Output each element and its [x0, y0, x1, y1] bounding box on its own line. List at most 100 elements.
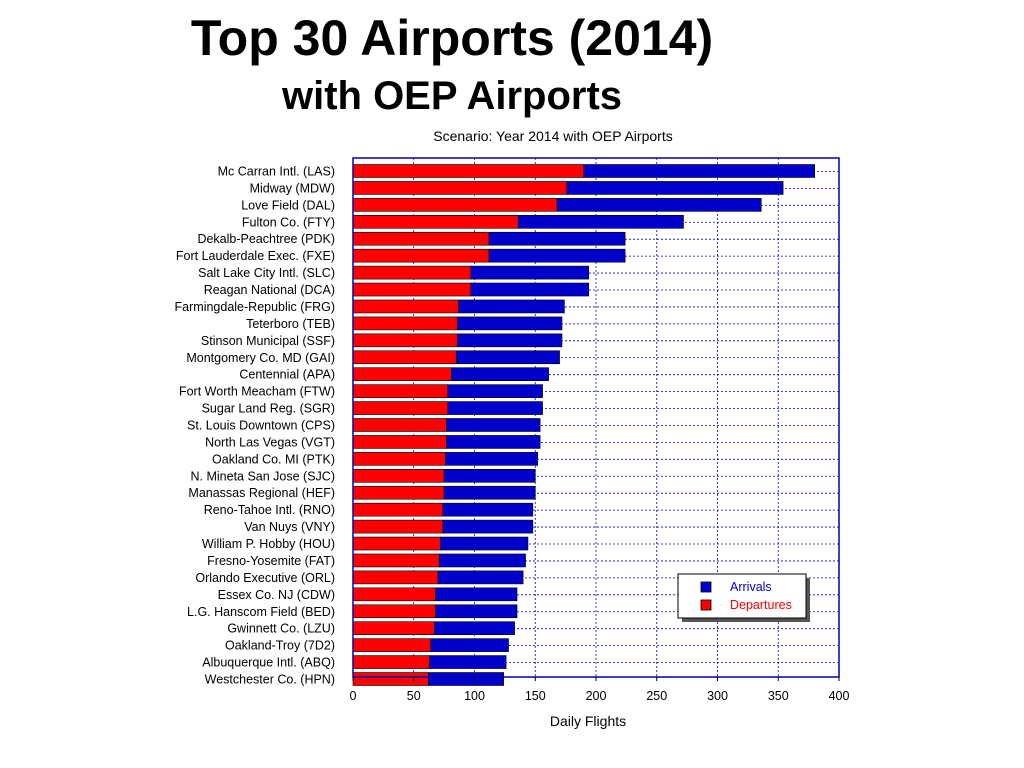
bar-departures	[352, 384, 449, 398]
x-tick-label: 250	[646, 689, 667, 703]
chart-title: Scenario: Year 2014 with OEP Airports	[433, 128, 672, 144]
bar-departures	[352, 638, 432, 652]
slide-subtitle: with OEP Airports	[281, 74, 623, 118]
bar-departures	[352, 401, 449, 415]
x-axis-ticks: 0 50 100 150 200 250 300 350 400	[350, 677, 850, 703]
bar-arrivals	[583, 164, 815, 178]
bars	[352, 164, 815, 686]
y-tick-label: Salt Lake City Intl. (SLC)	[198, 266, 335, 280]
bar-arrivals	[447, 384, 543, 398]
y-tick-label: L.G. Hanscom Field (BED)	[187, 605, 335, 619]
y-tick-label: Albuquerque Intl. (ABQ)	[202, 656, 335, 670]
bar-departures	[352, 350, 457, 365]
y-tick-label: Oakland Co. MI (PTK)	[212, 452, 335, 466]
bar-arrivals	[428, 672, 504, 686]
bar-arrivals	[446, 435, 541, 449]
bar-departures	[352, 485, 445, 500]
bar-arrivals	[446, 418, 541, 432]
legend: Arrivals Departures	[677, 573, 810, 622]
y-tick-label: Fort Lauderdale Exec. (FXE)	[176, 249, 335, 263]
y-tick-label: St. Louis Downtown (CPS)	[187, 419, 335, 433]
y-tick-label: Dekalb-Peachtree (PDK)	[197, 232, 335, 246]
x-tick-label: 0	[350, 689, 357, 703]
y-tick-label: Oakland-Troy (7D2)	[225, 639, 335, 653]
bar-departures	[352, 435, 447, 449]
bar-arrivals	[470, 265, 590, 280]
legend-label-departures: Departures	[730, 598, 792, 612]
bar-arrivals	[429, 655, 507, 669]
x-axis-label: Daily Flights	[550, 713, 626, 729]
x-tick-label: 400	[829, 689, 850, 703]
bar-arrivals	[440, 536, 529, 551]
y-tick-label: Gwinnett Co. (LZU)	[227, 622, 335, 636]
bar-departures	[352, 164, 585, 178]
y-tick-label: Manassas Regional (HEF)	[188, 486, 335, 500]
bar-arrivals	[442, 519, 534, 534]
bar-departures	[352, 655, 430, 669]
y-tick-label: Midway (MDW)	[250, 181, 335, 195]
bar-departures	[352, 621, 435, 636]
bar-departures	[352, 604, 436, 619]
bar-arrivals	[437, 570, 524, 585]
bar-departures	[352, 468, 445, 483]
y-tick-label: William P. Hobby (HOU)	[202, 537, 335, 551]
bar-arrivals	[451, 367, 549, 382]
bar-arrivals	[457, 333, 563, 348]
bar-departures	[352, 553, 440, 568]
bar-arrivals	[556, 198, 762, 212]
bar-arrivals	[488, 248, 626, 263]
y-tick-label: Van Nuys (VNY)	[244, 520, 335, 534]
legend-swatch-arrivals	[700, 581, 712, 593]
bar-departures	[352, 181, 568, 195]
bar-arrivals	[566, 181, 784, 195]
bar-arrivals	[447, 401, 543, 415]
y-tick-label: Stinson Municipal (SSF)	[201, 334, 335, 348]
legend-box	[677, 573, 807, 619]
y-tick-label: Centennial (APA)	[239, 368, 335, 382]
y-tick-label: North Las Vegas (VGT)	[205, 435, 335, 449]
y-tick-label: Montgomery Co. MD (GAI)	[186, 351, 335, 365]
y-tick-label: Reno-Tahoe Intl. (RNO)	[204, 503, 335, 517]
bar-departures	[352, 452, 446, 466]
y-tick-label: Teterboro (TEB)	[246, 317, 335, 331]
bar-departures	[352, 570, 439, 585]
bar-departures	[352, 299, 460, 314]
bar-arrivals	[455, 350, 560, 365]
bar-arrivals	[470, 282, 590, 297]
x-tick-label: 300	[707, 689, 728, 703]
y-tick-label: Westchester Co. (HPN)	[205, 673, 335, 687]
y-tick-label: N. Mineta San Jose (SJC)	[191, 469, 336, 483]
bar-departures	[352, 198, 558, 212]
bar-arrivals	[517, 215, 684, 229]
bar-departures	[352, 248, 490, 263]
bar-arrivals	[458, 299, 565, 314]
y-tick-label: Farmingdale-Republic (FRG)	[175, 300, 335, 314]
bar-arrivals	[442, 502, 534, 517]
y-tick-label: Reagan National (DCA)	[204, 283, 335, 297]
bar-departures	[352, 367, 452, 382]
x-tick-label: 100	[464, 689, 485, 703]
bar-arrivals	[457, 316, 563, 331]
bar-departures	[352, 418, 447, 432]
bar-departures	[352, 502, 444, 517]
bar-arrivals	[434, 621, 515, 636]
bar-departures	[352, 672, 429, 686]
slide-title: Top 30 Airports (2014)	[190, 10, 714, 66]
y-tick-label: Love Field (DAL)	[241, 198, 335, 212]
bar-departures	[352, 536, 441, 551]
bar-departures	[352, 265, 472, 280]
bar-departures	[352, 215, 519, 229]
y-tick-label: Fulton Co. (FTY)	[242, 215, 335, 229]
bar-departures	[352, 282, 472, 297]
y-tick-label: Fresno-Yosemite (FAT)	[207, 554, 335, 568]
legend-label-arrivals: Arrivals	[730, 580, 772, 594]
bar-departures	[352, 333, 458, 348]
bar-arrivals	[435, 587, 518, 602]
bar-arrivals	[443, 468, 536, 483]
y-tick-label: Essex Co. NJ (CDW)	[218, 588, 335, 602]
x-tick-label: 200	[586, 689, 607, 703]
bar-arrivals	[438, 553, 526, 568]
bar-arrivals	[488, 231, 626, 246]
y-axis-labels: Mc Carran Intl. (LAS) Midway (MDW) Love Fi…	[175, 165, 335, 687]
